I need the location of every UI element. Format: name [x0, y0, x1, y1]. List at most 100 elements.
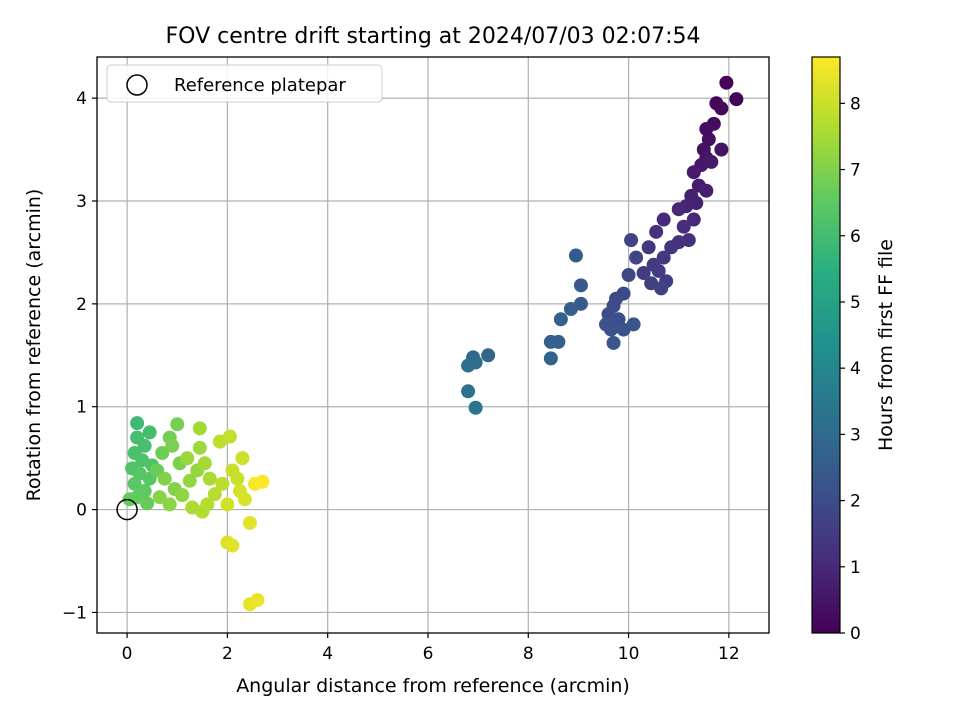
y-axis-ticks: −1 0 1 2 3 4	[62, 89, 97, 623]
data-points	[122, 75, 744, 612]
x-tick-label: 2	[222, 644, 233, 664]
colorbar-label: Hours from first FF file	[875, 239, 897, 451]
reference-marker-group	[116, 498, 138, 521]
data-point	[468, 400, 483, 415]
data-point	[255, 474, 270, 489]
data-point	[137, 438, 152, 453]
data-point	[192, 440, 207, 455]
data-point	[671, 202, 686, 217]
legend-reference-marker	[126, 74, 148, 96]
x-axis-label: Angular distance from reference (arcmin)	[236, 675, 630, 697]
data-point	[192, 421, 207, 436]
legend-entry-label: Reference platepar	[174, 75, 346, 96]
data-point	[626, 317, 641, 332]
colorbar-tick-label: 6	[850, 227, 861, 247]
data-point	[699, 183, 714, 198]
colorbar-tick-label: 2	[850, 492, 861, 512]
data-point	[651, 263, 666, 278]
data-point	[222, 429, 237, 444]
data-point	[606, 335, 621, 350]
data-point	[175, 488, 190, 503]
colorbar-tick-label: 3	[850, 425, 861, 445]
data-point	[230, 471, 245, 486]
plot-frame	[96, 56, 770, 634]
data-point	[629, 250, 644, 265]
colorbar-tick-label: 5	[850, 293, 861, 313]
data-point	[551, 334, 566, 349]
data-point	[157, 471, 172, 486]
data-point	[152, 490, 167, 505]
data-point	[140, 496, 155, 511]
y-axis-label: Rotation from reference (arcmin)	[23, 189, 45, 502]
y-tick-label: 3	[76, 192, 87, 212]
data-point	[664, 240, 679, 255]
data-point	[573, 278, 588, 293]
legend-box	[106, 64, 383, 103]
data-point	[235, 451, 250, 466]
colorbar-tick-label: 4	[850, 359, 861, 379]
grid	[97, 57, 769, 633]
colorbar: 0 1 2 3 4 5 6 7 8 Hours from first FF file	[811, 56, 897, 644]
y-tick-label: −1	[62, 603, 87, 623]
x-tick-label: 12	[718, 644, 740, 664]
data-point	[714, 142, 729, 157]
data-point	[220, 497, 235, 512]
data-point	[461, 384, 476, 399]
y-tick-label: 2	[76, 295, 87, 315]
data-point	[543, 351, 558, 366]
data-point	[656, 212, 671, 227]
data-point	[180, 451, 195, 466]
data-point	[165, 438, 180, 453]
data-point	[656, 250, 671, 265]
data-point	[676, 219, 691, 234]
data-point	[729, 92, 744, 107]
data-point	[237, 492, 252, 507]
data-point	[568, 248, 583, 263]
data-point	[215, 476, 230, 491]
data-point	[686, 165, 701, 180]
legend: Reference platepar	[106, 64, 383, 103]
x-axis-ticks: 0 2 4 6 8 10 12	[122, 633, 740, 664]
y-tick-label: 4	[76, 89, 87, 109]
data-point	[207, 487, 222, 502]
data-point	[242, 515, 257, 530]
data-point	[197, 456, 212, 471]
data-point	[686, 212, 701, 227]
data-point	[636, 266, 651, 280]
data-point	[170, 417, 185, 432]
data-point	[714, 101, 729, 116]
data-point	[200, 497, 215, 512]
data-point	[641, 240, 656, 255]
data-point	[182, 473, 197, 488]
data-point	[162, 497, 177, 512]
colorbar-gradient	[811, 56, 841, 634]
colorbar-tick-label: 8	[850, 94, 861, 114]
data-point	[130, 416, 145, 431]
data-point	[250, 593, 265, 608]
colorbar-tick-label: 0	[850, 624, 861, 644]
x-tick-label: 0	[122, 644, 133, 664]
chart-title: FOV centre drift starting at 2024/07/03 …	[166, 24, 701, 49]
colorbar-ticks: 0 1 2 3 4 5 6 7 8	[840, 94, 861, 644]
x-tick-label: 4	[322, 644, 333, 664]
data-point	[624, 233, 639, 248]
reference-platepar-marker	[116, 498, 138, 521]
data-point	[563, 302, 578, 316]
data-point	[719, 75, 734, 90]
x-tick-label: 8	[523, 644, 534, 664]
y-tick-label: 1	[76, 398, 87, 418]
y-tick-label: 0	[76, 501, 87, 521]
colorbar-tick-label: 1	[850, 558, 861, 578]
data-point	[127, 476, 142, 491]
x-tick-label: 6	[423, 644, 434, 664]
x-tick-label: 10	[618, 644, 640, 664]
data-point	[481, 348, 496, 363]
data-point	[604, 322, 619, 337]
colorbar-tick-label: 7	[850, 161, 861, 181]
data-point	[621, 268, 636, 283]
data-point	[202, 471, 217, 486]
data-point	[142, 425, 157, 440]
data-point	[704, 154, 719, 169]
data-point	[649, 224, 664, 239]
